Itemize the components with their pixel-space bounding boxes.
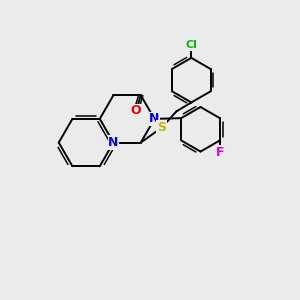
Text: N: N <box>108 136 118 149</box>
Text: O: O <box>131 104 141 117</box>
Text: S: S <box>157 121 166 134</box>
Text: N: N <box>149 112 160 125</box>
Text: Cl: Cl <box>185 40 197 50</box>
Text: F: F <box>216 146 224 159</box>
